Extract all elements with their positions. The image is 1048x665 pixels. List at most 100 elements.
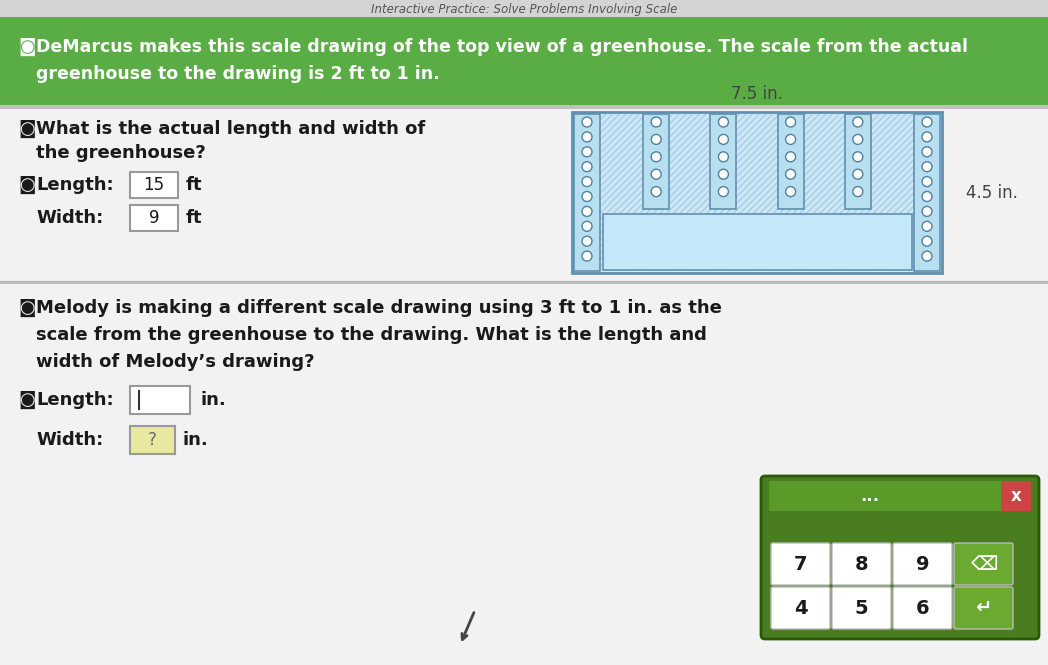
Text: ◙: ◙ bbox=[18, 299, 36, 317]
Bar bbox=[914, 114, 940, 271]
Circle shape bbox=[651, 169, 661, 179]
Text: 15: 15 bbox=[144, 176, 165, 194]
FancyBboxPatch shape bbox=[771, 587, 830, 629]
FancyBboxPatch shape bbox=[761, 476, 1039, 639]
Text: 4.5 in.: 4.5 in. bbox=[966, 184, 1018, 201]
Text: Interactive Practice: Solve Problems Involving Scale: Interactive Practice: Solve Problems Inv… bbox=[371, 3, 677, 15]
Circle shape bbox=[922, 236, 932, 246]
Bar bbox=[0, 105, 1048, 109]
Circle shape bbox=[718, 117, 728, 127]
Bar bbox=[1001, 481, 1031, 511]
Text: scale from the greenhouse to the drawing. What is the length and: scale from the greenhouse to the drawing… bbox=[36, 326, 706, 344]
Text: ◙: ◙ bbox=[18, 120, 36, 138]
Text: Length:: Length: bbox=[36, 391, 113, 409]
Bar bbox=[574, 114, 940, 271]
Text: 4: 4 bbox=[793, 598, 807, 618]
Bar bbox=[0, 284, 1048, 665]
Text: the greenhouse?: the greenhouse? bbox=[36, 144, 205, 162]
Bar bbox=[572, 112, 942, 273]
FancyBboxPatch shape bbox=[893, 543, 952, 585]
Text: What is the actual length and width of: What is the actual length and width of bbox=[36, 120, 425, 138]
Text: 5: 5 bbox=[855, 598, 869, 618]
Text: width of Melody’s drawing?: width of Melody’s drawing? bbox=[36, 353, 314, 371]
Bar bbox=[769, 481, 1031, 511]
Circle shape bbox=[922, 192, 932, 201]
Text: Length:: Length: bbox=[36, 176, 113, 194]
Bar bbox=[778, 114, 804, 209]
Bar bbox=[130, 386, 190, 414]
Circle shape bbox=[853, 117, 863, 127]
Bar bbox=[0, 17, 1048, 105]
Text: 7: 7 bbox=[793, 555, 807, 573]
Circle shape bbox=[922, 177, 932, 187]
Text: greenhouse to the drawing is 2 ft to 1 in.: greenhouse to the drawing is 2 ft to 1 i… bbox=[36, 65, 439, 83]
Bar bbox=[130, 172, 178, 198]
Text: ↵: ↵ bbox=[976, 598, 991, 618]
Text: ◙: ◙ bbox=[18, 38, 36, 56]
Text: ?: ? bbox=[148, 431, 156, 449]
FancyBboxPatch shape bbox=[954, 587, 1013, 629]
Circle shape bbox=[651, 134, 661, 144]
Text: 8: 8 bbox=[855, 555, 869, 573]
Bar bbox=[130, 426, 175, 454]
Circle shape bbox=[582, 117, 592, 127]
Circle shape bbox=[582, 251, 592, 261]
Text: Width:: Width: bbox=[36, 209, 104, 227]
Circle shape bbox=[786, 117, 795, 127]
Bar bbox=[643, 114, 670, 209]
Text: Width:: Width: bbox=[36, 431, 104, 449]
Circle shape bbox=[853, 152, 863, 162]
Text: ⌫: ⌫ bbox=[969, 555, 998, 573]
Bar bbox=[711, 114, 737, 209]
Circle shape bbox=[582, 132, 592, 142]
Circle shape bbox=[922, 221, 932, 231]
Circle shape bbox=[582, 236, 592, 246]
Circle shape bbox=[718, 152, 728, 162]
Circle shape bbox=[718, 169, 728, 179]
Text: DeMarcus makes this scale drawing of the top view of a greenhouse. The scale fro: DeMarcus makes this scale drawing of the… bbox=[36, 38, 968, 56]
Text: ft: ft bbox=[185, 209, 202, 227]
Text: in.: in. bbox=[200, 391, 225, 409]
Text: x: x bbox=[1010, 487, 1022, 505]
Circle shape bbox=[582, 177, 592, 187]
Text: ◙: ◙ bbox=[18, 391, 36, 409]
Circle shape bbox=[651, 187, 661, 197]
Circle shape bbox=[718, 187, 728, 197]
Circle shape bbox=[582, 206, 592, 216]
FancyBboxPatch shape bbox=[954, 543, 1013, 585]
Circle shape bbox=[922, 251, 932, 261]
Text: ft: ft bbox=[185, 176, 202, 194]
Circle shape bbox=[786, 152, 795, 162]
Bar bbox=[574, 114, 601, 271]
Circle shape bbox=[853, 134, 863, 144]
Circle shape bbox=[853, 187, 863, 197]
Circle shape bbox=[718, 134, 728, 144]
Bar bbox=[0, 105, 1048, 280]
Text: Melody is making a different scale drawing using 3 ft to 1 in. as the: Melody is making a different scale drawi… bbox=[36, 299, 722, 317]
Bar bbox=[130, 205, 178, 231]
Circle shape bbox=[651, 117, 661, 127]
FancyBboxPatch shape bbox=[832, 587, 891, 629]
Circle shape bbox=[786, 134, 795, 144]
Circle shape bbox=[582, 221, 592, 231]
Circle shape bbox=[786, 169, 795, 179]
Bar bbox=[574, 114, 940, 271]
Text: 6: 6 bbox=[916, 598, 930, 618]
Circle shape bbox=[922, 117, 932, 127]
Bar bbox=[0, 281, 1048, 284]
Text: 7.5 in.: 7.5 in. bbox=[732, 85, 783, 103]
Text: ...: ... bbox=[860, 487, 879, 505]
Circle shape bbox=[922, 147, 932, 157]
Circle shape bbox=[922, 162, 932, 172]
Bar bbox=[603, 214, 912, 270]
Text: 9: 9 bbox=[149, 209, 159, 227]
Circle shape bbox=[651, 152, 661, 162]
Circle shape bbox=[922, 132, 932, 142]
Bar bbox=[0, 0, 1048, 17]
FancyBboxPatch shape bbox=[771, 543, 830, 585]
Circle shape bbox=[786, 187, 795, 197]
Circle shape bbox=[853, 169, 863, 179]
FancyBboxPatch shape bbox=[832, 543, 891, 585]
Circle shape bbox=[582, 162, 592, 172]
Text: in.: in. bbox=[183, 431, 209, 449]
